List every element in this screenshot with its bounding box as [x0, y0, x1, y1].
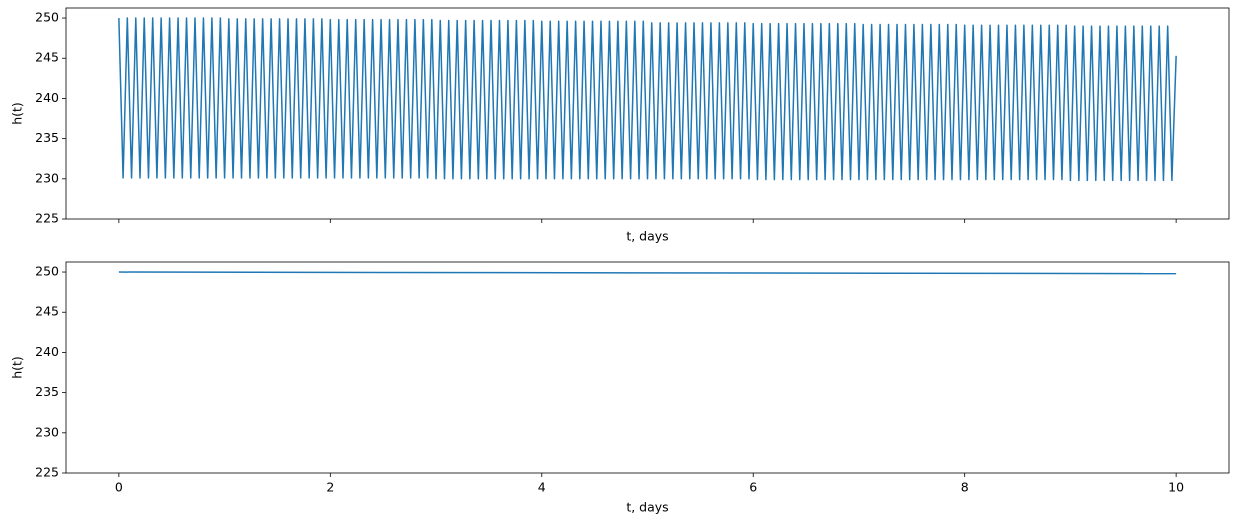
y-tick-label: 230	[35, 170, 59, 185]
axes-frame	[65, 7, 1230, 220]
axes: 225 230 235 240 245 250 t, days h(t)	[10, 7, 1230, 244]
x-axis-label: t, days	[626, 500, 668, 515]
axes-frame	[65, 261, 1230, 474]
x-tick-label: 6	[749, 480, 757, 495]
y-tick-label: 250	[35, 264, 59, 279]
y-tick-label: 225	[35, 465, 59, 480]
y-tick-label: 230	[35, 424, 59, 439]
y-tick-label: 250	[35, 10, 59, 25]
data-line	[118, 17, 1177, 182]
x-tick-label: 8	[961, 480, 969, 495]
x-tick-label: 0	[115, 480, 123, 495]
y-tick-label: 240	[35, 344, 59, 359]
y-tick-label: 225	[35, 211, 59, 226]
data-line	[118, 271, 1177, 275]
y-tick-label: 245	[35, 50, 59, 65]
x-tick-label: 2	[326, 480, 334, 495]
y-tick-label: 235	[35, 384, 59, 399]
x-tick-label: 4	[538, 480, 546, 495]
x-tick-label: 10	[1168, 480, 1184, 495]
y-tick-label: 240	[35, 90, 59, 105]
y-axis-label: h(t)	[10, 102, 25, 125]
y-tick-label: 235	[35, 130, 59, 145]
x-axis-label: t, days	[626, 229, 668, 244]
axes: 225 230 235 240 245 250 0 2 4 6 8 10 t, days h(t)	[10, 261, 1230, 515]
y-axis-label: h(t)	[10, 356, 25, 379]
y-tick-label: 245	[35, 304, 59, 319]
